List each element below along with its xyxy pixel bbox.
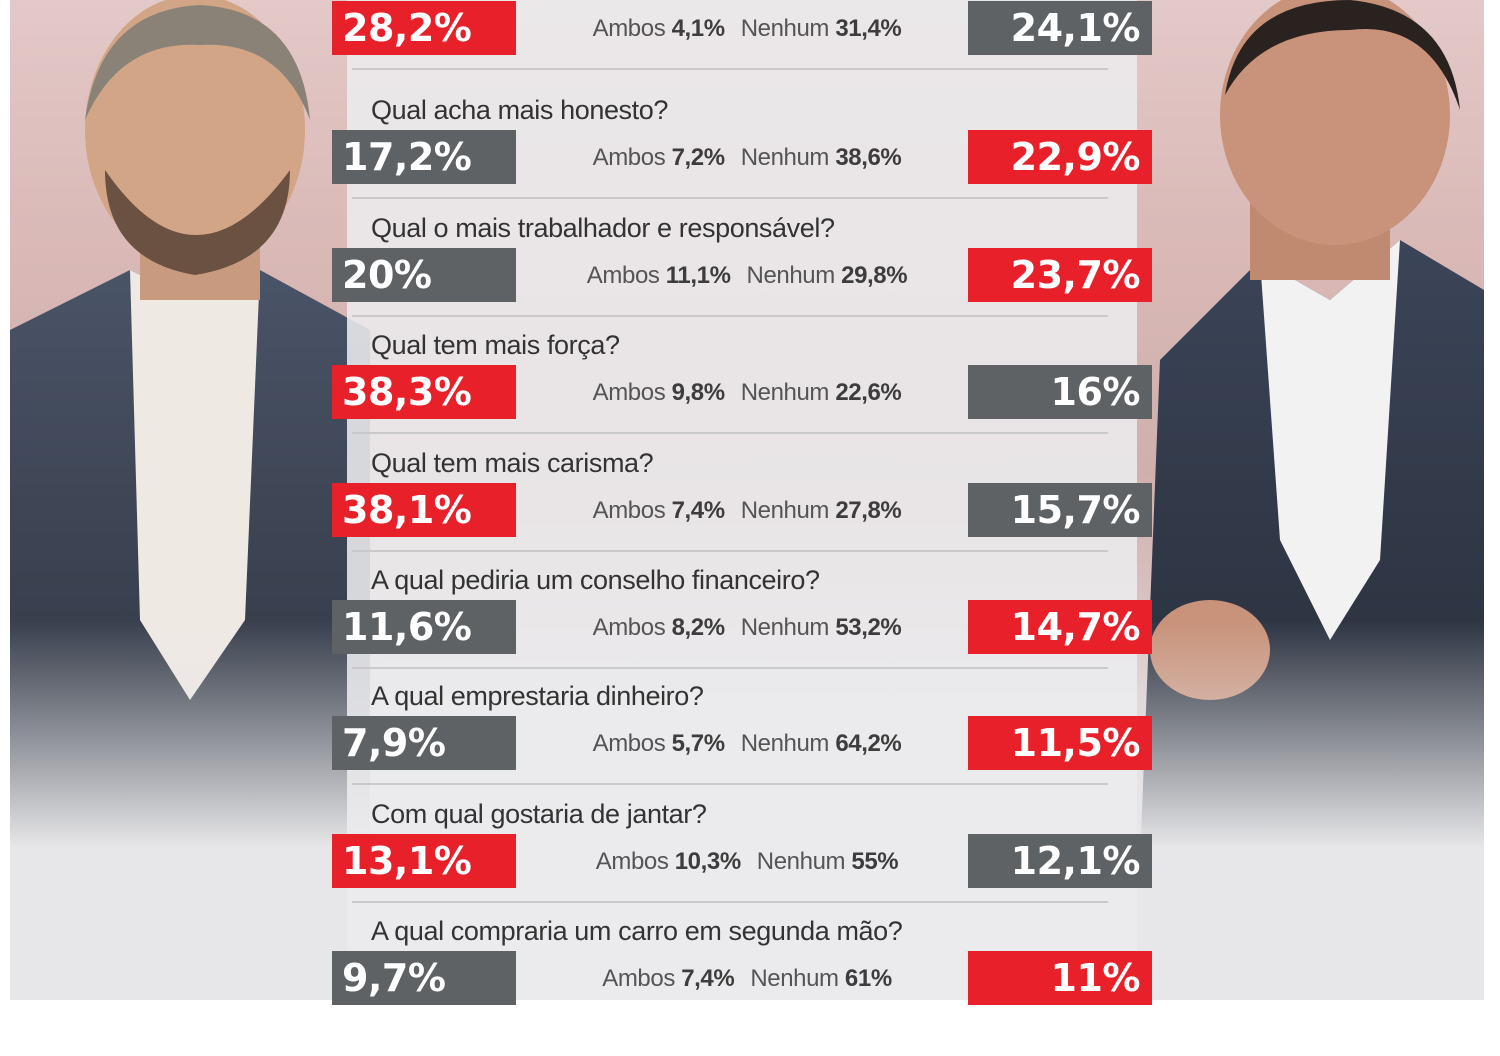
both-value: 5,7% [671, 730, 726, 757]
neither-value: 61% [844, 965, 892, 992]
both-neither-label: Ambos 5,7% Nenhum 64,2% [527, 716, 967, 770]
row-divider [352, 783, 1108, 785]
table-row: Qual tem mais força? 38,3% Ambos 9,8% Nenhu… [322, 330, 1152, 470]
neither-value: 31,4% [835, 15, 902, 42]
table-row: Com qual gostaria de jantar? 13,1% Ambos 1… [322, 799, 1152, 939]
left-value-box: 7,9% [332, 716, 516, 770]
neither-value: 27,8% [835, 497, 902, 524]
row-divider [352, 667, 1108, 669]
question-label: A qual emprestaria dinheiro? [371, 681, 704, 711]
right-value-box: 12,1% [968, 834, 1152, 888]
table-row: Qual tem mais carisma? 38,1% Ambos 7,4% Nen… [322, 448, 1152, 588]
table-row: A qual compraria um carro em segunda mão… [322, 916, 1152, 1056]
both-value: 7,4% [671, 497, 726, 524]
both-value: 8,2% [671, 614, 726, 641]
left-person-photo [10, 0, 370, 860]
left-value-box: 38,1% [332, 483, 516, 537]
both-neither-label: Ambos 10,3% Nenhum 55% [527, 834, 967, 888]
both-label: Ambos [602, 965, 675, 992]
right-value-box: 22,9% [968, 130, 1152, 184]
table-row: Qual acha mais honesto? 17,2% Ambos 7,2% Ne… [322, 95, 1152, 235]
question-label: Com qual gostaria de jantar? [371, 799, 707, 829]
row-divider [352, 68, 1108, 70]
both-neither-label: Ambos 7,4% Nenhum 61% [527, 951, 967, 1005]
table-row: A qual pediria um conselho financeiro? 11… [322, 565, 1152, 705]
both-label: Ambos [592, 144, 666, 171]
right-value-box: 23,7% [968, 248, 1152, 302]
both-neither-label: Ambos 4,1% Nenhum 31,4% [527, 1, 967, 55]
row-divider [352, 197, 1108, 199]
neither-label: Nenhum [740, 497, 830, 524]
neither-value: 38,6% [835, 144, 902, 171]
neither-value: 53,2% [835, 614, 902, 641]
both-label: Ambos [592, 497, 666, 524]
both-label: Ambos [595, 848, 669, 875]
left-value-box: 9,7% [332, 951, 516, 1005]
neither-value: 22,6% [835, 379, 902, 406]
left-value-box: 28,2% [332, 1, 516, 55]
neither-label: Nenhum [740, 144, 830, 171]
both-neither-label: Ambos 11,1% Nenhum 29,8% [527, 248, 967, 302]
question-label: Qual o mais trabalhador e responsável? [371, 213, 835, 243]
both-neither-label: Ambos 9,8% Nenhum 22,6% [527, 365, 967, 419]
right-value-box: 11% [968, 951, 1152, 1005]
neither-label: Nenhum [740, 730, 830, 757]
both-neither-label: Ambos 7,4% Nenhum 27,8% [527, 483, 967, 537]
both-value: 10,3% [674, 848, 741, 875]
question-label: A qual pediria um conselho financeiro? [371, 565, 820, 595]
neither-value: 55% [851, 848, 899, 875]
both-label: Ambos [592, 379, 666, 406]
both-label: Ambos [592, 730, 666, 757]
left-value-box: 38,3% [332, 365, 516, 419]
question-label: Qual acha mais honesto? [371, 95, 668, 125]
both-label: Ambos [592, 15, 666, 42]
row-divider [352, 432, 1108, 434]
table-row: Melhor primeiro-ministro?28,2%Ambos 4,1%… [322, 0, 1152, 106]
both-value: 7,4% [681, 965, 735, 992]
table-row: Qual o mais trabalhador e responsável? 20… [322, 213, 1152, 353]
left-value-box: 13,1% [332, 834, 516, 888]
question-label: A qual compraria um carro em segunda mão… [371, 916, 903, 946]
neither-label: Nenhum [740, 15, 830, 42]
table-row: A qual emprestaria dinheiro? 7,9% Ambos 5,… [322, 681, 1152, 821]
both-neither-label: Ambos 7,2% Nenhum 38,6% [527, 130, 967, 184]
both-value: 4,1% [671, 15, 726, 42]
neither-label: Nenhum [740, 614, 830, 641]
neither-label: Nenhum [750, 965, 839, 992]
right-value-box: 24,1% [968, 1, 1152, 55]
both-value: 11,1% [665, 262, 731, 289]
right-value-box: 14,7% [968, 600, 1152, 654]
left-value-box: 20% [332, 248, 516, 302]
both-label: Ambos [586, 262, 660, 289]
both-value: 7,2% [671, 144, 726, 171]
neither-label: Nenhum [756, 848, 846, 875]
neither-value: 64,2% [835, 730, 902, 757]
right-value-box: 11,5% [968, 716, 1152, 770]
right-value-box: 16% [968, 365, 1152, 419]
row-divider [352, 315, 1108, 317]
neither-label: Nenhum [740, 379, 830, 406]
both-neither-label: Ambos 8,2% Nenhum 53,2% [527, 600, 967, 654]
both-label: Ambos [592, 614, 666, 641]
right-value-box: 15,7% [968, 483, 1152, 537]
row-divider [352, 550, 1108, 552]
row-divider [352, 901, 1108, 903]
left-value-box: 17,2% [332, 130, 516, 184]
question-label: Qual tem mais força? [371, 330, 620, 360]
neither-label: Nenhum [746, 262, 836, 289]
left-value-box: 11,6% [332, 600, 516, 654]
question-label: Qual tem mais carisma? [371, 448, 654, 478]
neither-value: 29,8% [841, 262, 908, 289]
both-value: 9,8% [671, 379, 726, 406]
